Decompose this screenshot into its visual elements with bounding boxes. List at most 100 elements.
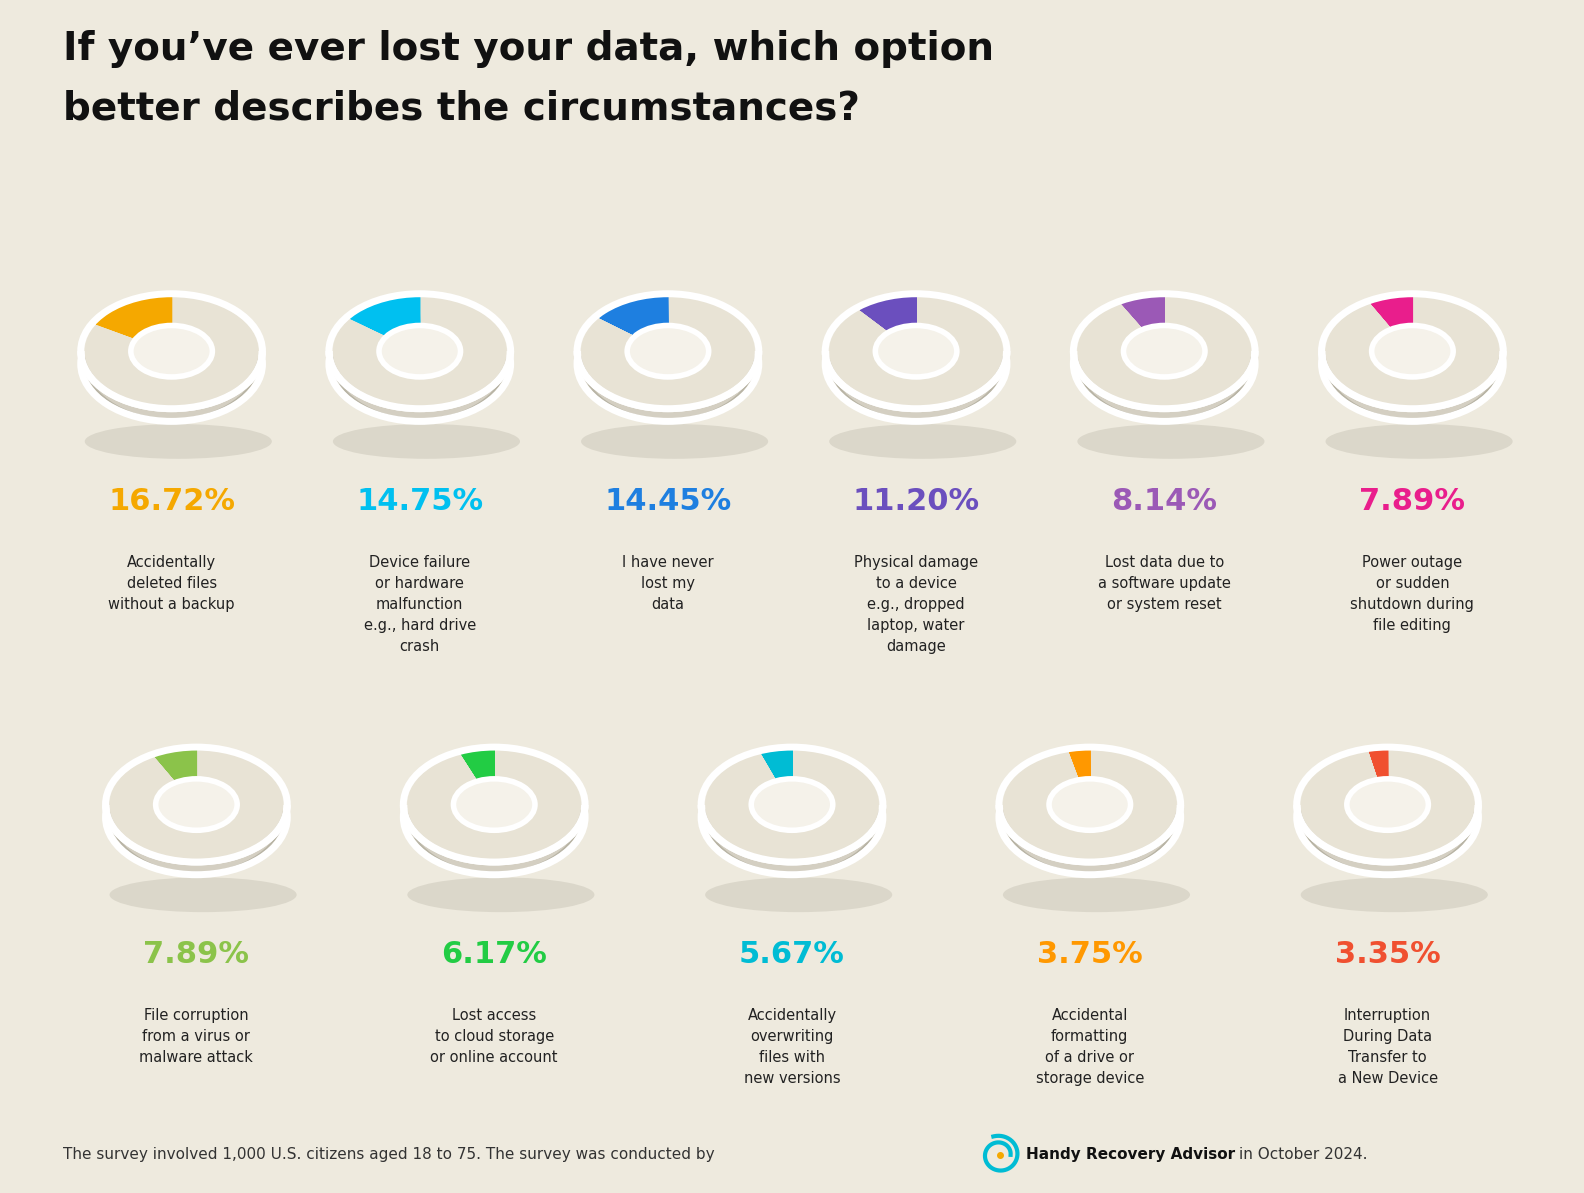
Polygon shape — [179, 750, 188, 779]
Polygon shape — [890, 298, 904, 327]
Polygon shape — [491, 749, 493, 779]
Polygon shape — [1400, 297, 1407, 326]
Polygon shape — [122, 307, 147, 330]
Polygon shape — [185, 750, 192, 779]
Polygon shape — [1407, 297, 1410, 326]
Polygon shape — [1123, 303, 1145, 328]
Polygon shape — [1383, 750, 1386, 779]
Polygon shape — [773, 752, 782, 779]
Polygon shape — [483, 750, 489, 779]
Polygon shape — [1378, 301, 1397, 327]
Polygon shape — [765, 753, 779, 780]
Polygon shape — [478, 750, 486, 779]
Polygon shape — [402, 297, 412, 326]
Polygon shape — [393, 299, 407, 327]
Polygon shape — [866, 305, 893, 329]
Polygon shape — [179, 750, 188, 779]
Polygon shape — [168, 753, 184, 780]
Polygon shape — [1378, 301, 1397, 327]
Polygon shape — [412, 297, 417, 326]
Polygon shape — [637, 299, 653, 327]
Polygon shape — [491, 749, 493, 779]
Polygon shape — [892, 298, 904, 326]
Polygon shape — [618, 307, 645, 330]
Polygon shape — [485, 750, 489, 779]
Polygon shape — [1383, 750, 1384, 779]
Polygon shape — [467, 753, 482, 780]
Polygon shape — [371, 305, 396, 329]
Polygon shape — [417, 296, 418, 326]
Polygon shape — [782, 750, 787, 779]
Polygon shape — [1386, 299, 1400, 327]
Polygon shape — [626, 303, 648, 328]
Polygon shape — [770, 752, 781, 779]
Polygon shape — [623, 304, 646, 329]
Polygon shape — [779, 750, 786, 779]
Ellipse shape — [379, 326, 461, 377]
Polygon shape — [608, 311, 640, 333]
Polygon shape — [651, 297, 661, 326]
Polygon shape — [1405, 297, 1410, 326]
Polygon shape — [768, 752, 781, 779]
Polygon shape — [477, 750, 486, 779]
Polygon shape — [1408, 297, 1410, 326]
Polygon shape — [174, 752, 185, 779]
Polygon shape — [1074, 750, 1082, 779]
Polygon shape — [1134, 299, 1150, 327]
Polygon shape — [1407, 297, 1410, 326]
Polygon shape — [765, 753, 779, 780]
Polygon shape — [182, 750, 190, 779]
Polygon shape — [1069, 752, 1080, 779]
Polygon shape — [862, 308, 890, 330]
Polygon shape — [480, 750, 488, 779]
Polygon shape — [149, 298, 162, 326]
Polygon shape — [491, 750, 493, 779]
Polygon shape — [188, 750, 193, 779]
Polygon shape — [1372, 750, 1380, 779]
Polygon shape — [1383, 750, 1386, 779]
Polygon shape — [1031, 217, 1297, 351]
Polygon shape — [1142, 298, 1153, 326]
Ellipse shape — [453, 791, 535, 843]
Polygon shape — [630, 302, 651, 328]
Polygon shape — [895, 298, 906, 326]
Polygon shape — [1137, 299, 1152, 327]
Polygon shape — [1071, 752, 1080, 779]
Polygon shape — [1082, 750, 1087, 779]
Polygon shape — [600, 316, 637, 335]
Polygon shape — [1397, 297, 1405, 326]
Ellipse shape — [1372, 326, 1453, 377]
Polygon shape — [364, 309, 393, 332]
Polygon shape — [158, 755, 179, 781]
Polygon shape — [613, 309, 642, 332]
Text: 14.75%: 14.75% — [356, 487, 483, 515]
Ellipse shape — [879, 328, 954, 375]
Ellipse shape — [155, 779, 238, 830]
Polygon shape — [868, 305, 893, 329]
Polygon shape — [763, 753, 779, 780]
Ellipse shape — [1123, 338, 1205, 390]
Polygon shape — [1079, 750, 1085, 779]
Polygon shape — [474, 752, 485, 779]
Polygon shape — [893, 298, 906, 326]
Polygon shape — [619, 305, 645, 329]
Polygon shape — [491, 749, 493, 779]
Polygon shape — [616, 307, 643, 330]
Polygon shape — [1147, 297, 1156, 326]
Polygon shape — [1405, 297, 1410, 326]
Polygon shape — [1153, 297, 1159, 326]
Polygon shape — [157, 756, 177, 781]
Polygon shape — [177, 752, 187, 779]
Polygon shape — [1373, 302, 1394, 328]
Polygon shape — [367, 307, 396, 330]
Polygon shape — [1396, 297, 1405, 326]
Polygon shape — [1079, 750, 1085, 779]
Polygon shape — [860, 309, 890, 332]
Polygon shape — [133, 302, 154, 328]
Polygon shape — [881, 302, 900, 328]
Polygon shape — [477, 750, 486, 779]
Polygon shape — [382, 302, 402, 328]
Polygon shape — [1083, 750, 1087, 779]
Polygon shape — [890, 299, 903, 327]
Polygon shape — [355, 315, 388, 334]
